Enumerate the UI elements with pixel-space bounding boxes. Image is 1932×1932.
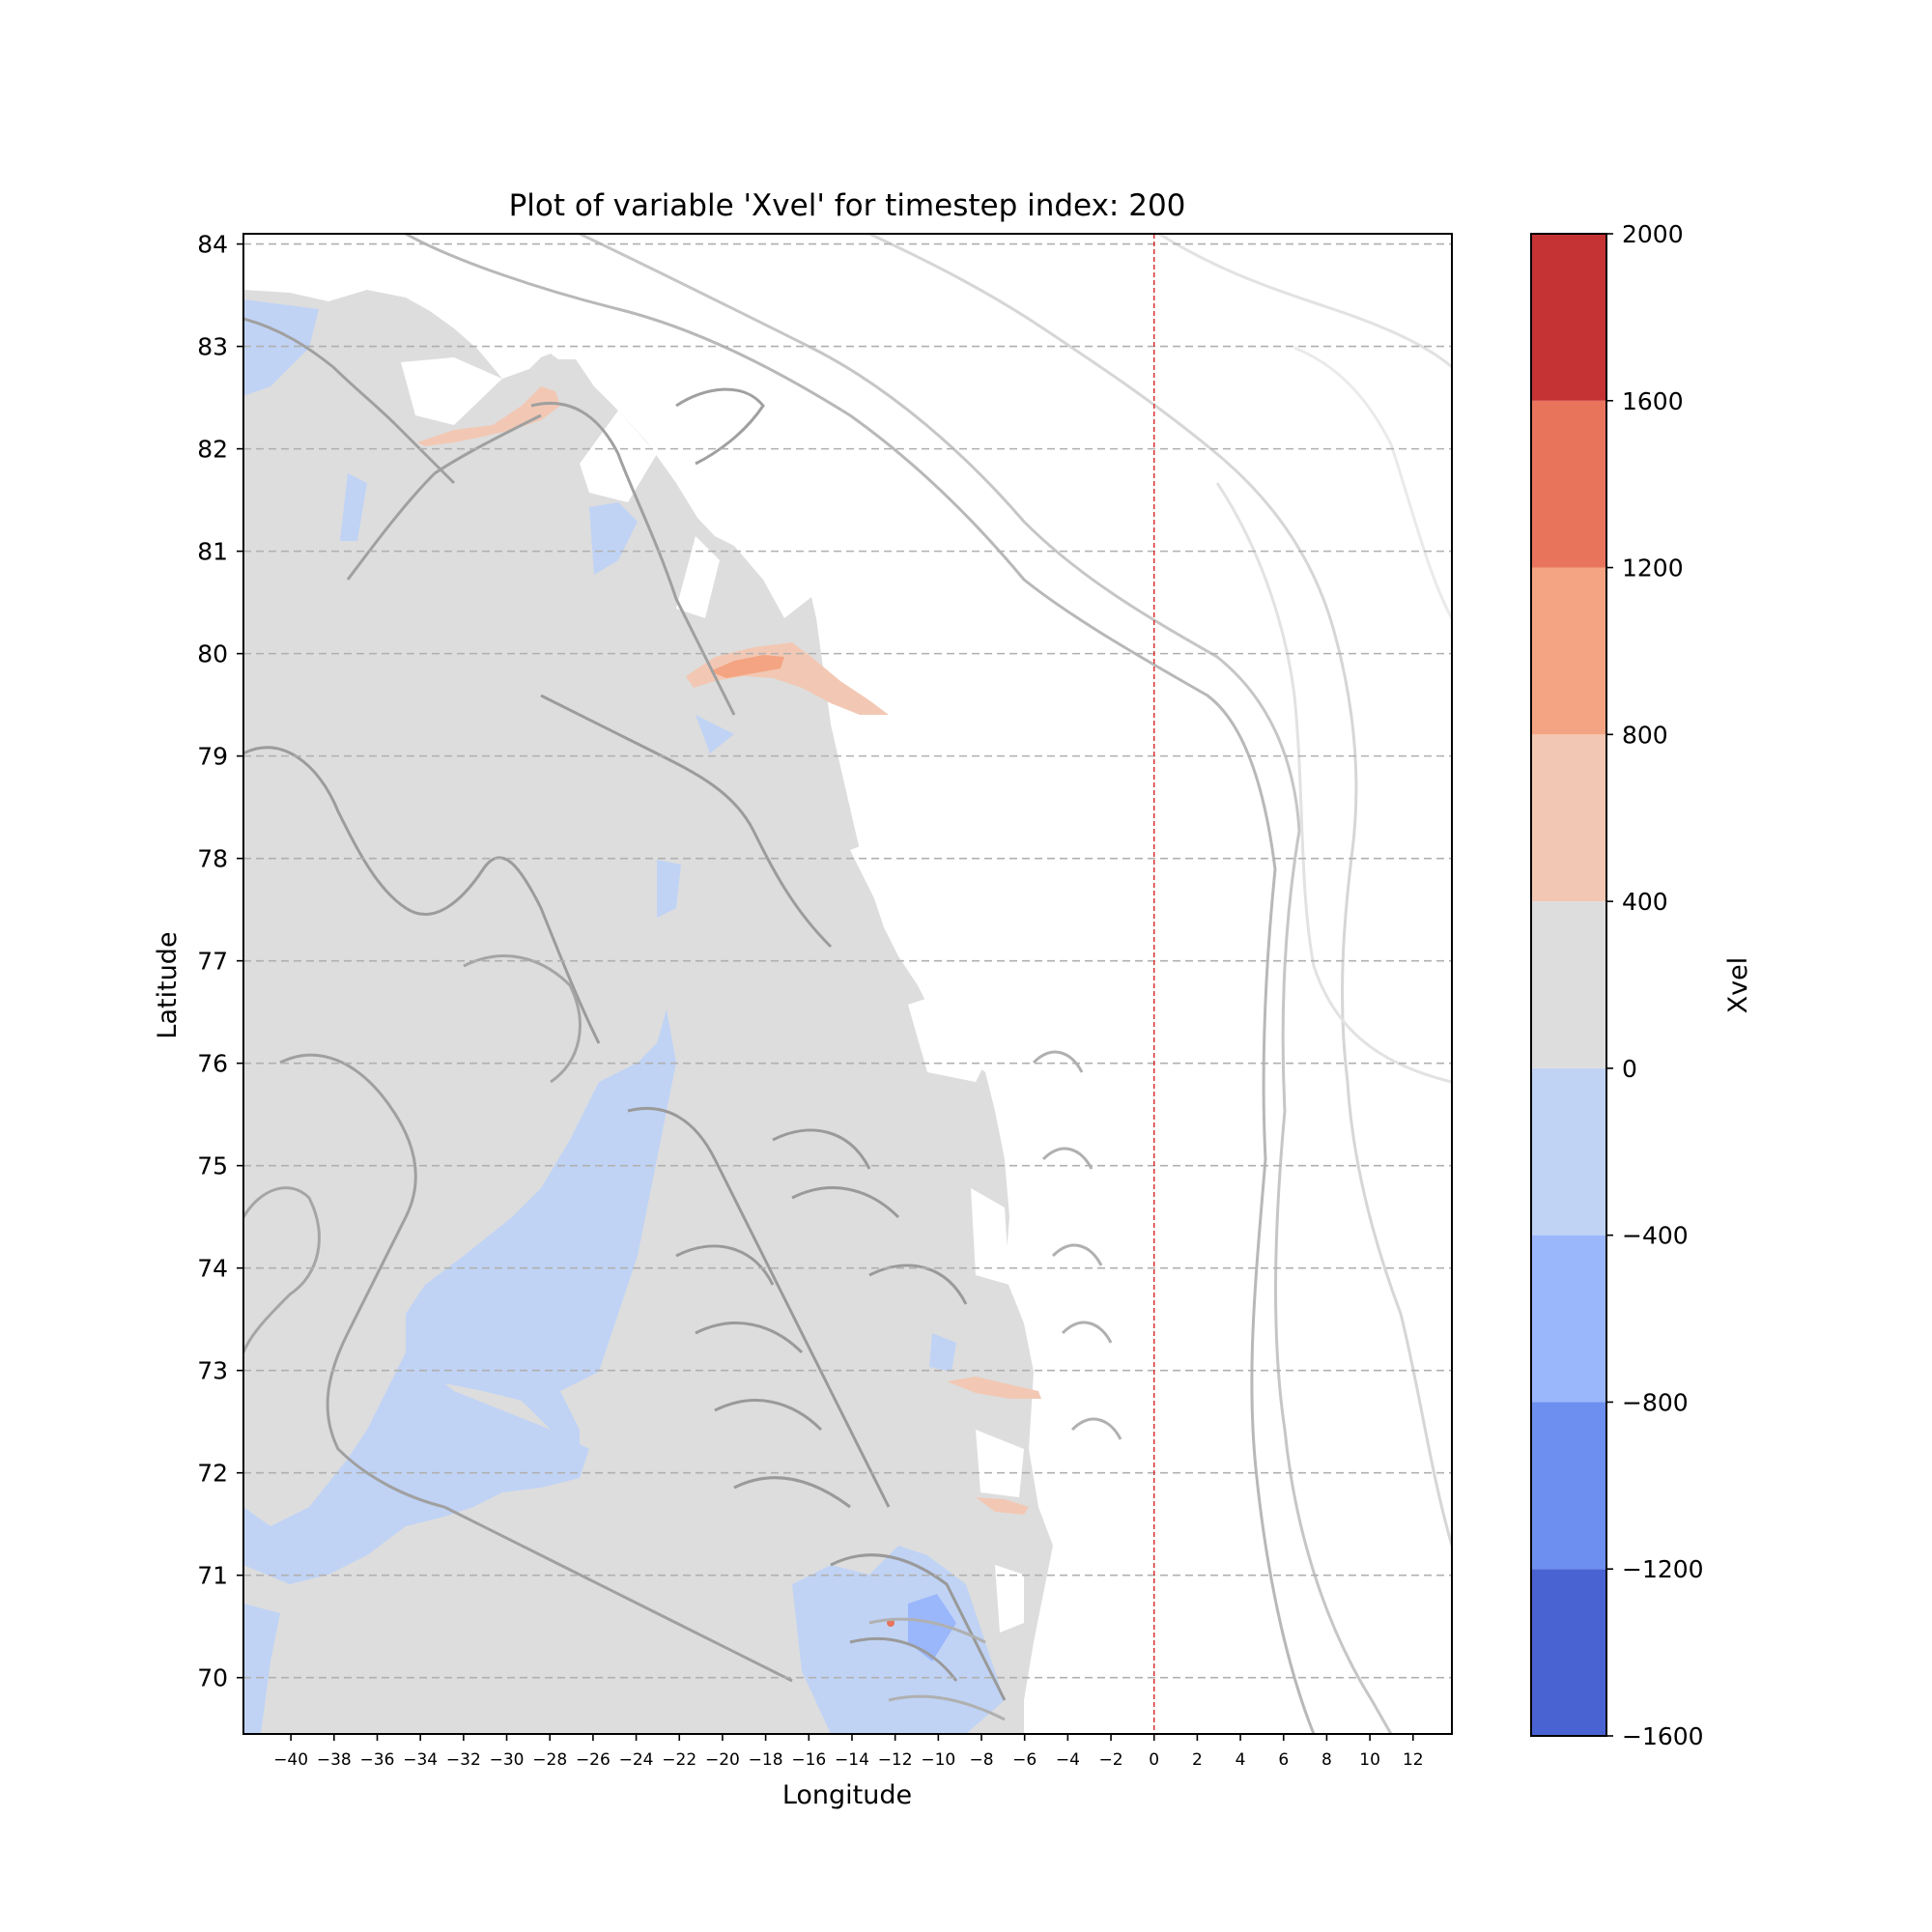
y-tick-label: 83 — [197, 333, 228, 361]
y-tick-label: 73 — [197, 1357, 228, 1385]
x-axis-label: Longitude — [782, 1780, 912, 1810]
x-tick-label: −38 — [317, 1750, 352, 1770]
y-axis-ticks: 70 71 72 73 74 75 76 77 78 79 80 81 82 83 84 — [197, 231, 243, 1692]
y-tick-label: 84 — [197, 231, 228, 259]
colorbar-tick-label: −800 — [1622, 1388, 1689, 1416]
colorbar-tick-label: 1600 — [1622, 387, 1684, 415]
y-tick-label: 82 — [197, 436, 228, 464]
x-tick-label: 2 — [1192, 1750, 1203, 1770]
y-tick-label: 72 — [197, 1460, 228, 1488]
colorbar-tick-label: 1200 — [1622, 554, 1684, 582]
y-tick-label: 74 — [197, 1255, 228, 1283]
colorbar-tick-label: 0 — [1622, 1055, 1637, 1083]
x-tick-label: 10 — [1359, 1750, 1380, 1770]
grid-lines — [243, 242, 1452, 1679]
x-tick-label: −32 — [446, 1750, 481, 1770]
colorbar-tick-label: 2000 — [1622, 220, 1684, 248]
colorbar-frame — [1530, 233, 1607, 1737]
plot-frame — [242, 233, 1453, 1735]
x-tick-label: −20 — [705, 1750, 740, 1770]
stream-south — [976, 1497, 1029, 1515]
colorbar-tick-label: −1200 — [1622, 1555, 1704, 1583]
y-axis-label: Latitude — [153, 931, 183, 1038]
stream-north — [417, 386, 560, 446]
y-tick-label: 79 — [197, 743, 228, 771]
colorbar-segment — [1531, 734, 1606, 902]
colorbar: −1600 −1200 −800 −400 0 400 800 1200 1600 2000 — [1530, 220, 1704, 1750]
x-tick-label: −34 — [403, 1750, 438, 1770]
x-tick-label: −30 — [490, 1750, 525, 1770]
colorbar-segment — [1531, 1235, 1606, 1403]
chart-title: Plot of variable 'Xvel' for timestep ind… — [509, 188, 1186, 223]
x-tick-label: −10 — [921, 1750, 955, 1770]
colorbar-tick-label: −1600 — [1622, 1722, 1704, 1750]
colorbar-label: Xvel — [1723, 957, 1753, 1014]
colorbar-segment — [1531, 1067, 1606, 1236]
y-tick-label: 77 — [197, 948, 228, 976]
colorbar-segment — [1531, 1569, 1606, 1736]
x-tick-label: −4 — [1056, 1750, 1080, 1770]
x-tick-label: −26 — [576, 1750, 611, 1770]
y-tick-label: 76 — [197, 1050, 228, 1078]
colorbar-tick-label: 400 — [1622, 888, 1668, 916]
field-region-neg400-0 — [406, 1009, 676, 1459]
x-tick-label: −14 — [835, 1750, 869, 1770]
x-tick-label: −40 — [273, 1750, 308, 1770]
colorbar-tick-label: −400 — [1622, 1222, 1689, 1250]
x-tick-label: 4 — [1236, 1750, 1246, 1770]
colorbar-segment — [1531, 567, 1606, 735]
colorbar-segment — [1531, 400, 1606, 568]
x-tick-label: −16 — [791, 1750, 826, 1770]
x-tick-label: −22 — [662, 1750, 696, 1770]
stream-central — [947, 1377, 1041, 1399]
x-tick-label: 8 — [1321, 1750, 1332, 1770]
colorbar-segment — [1531, 901, 1606, 1068]
y-tick-label: 71 — [197, 1562, 228, 1590]
y-tick-label: 75 — [197, 1152, 228, 1180]
x-tick-label: −12 — [878, 1750, 913, 1770]
x-axis-ticks: −40 −38 −36 −34 −32 −30 −28 −26 −24 −22 −20 −18 −16−… — [273, 1734, 1424, 1770]
colorbar-tick-label: 800 — [1622, 721, 1668, 749]
x-tick-label: −24 — [619, 1750, 654, 1770]
x-tick-label: −8 — [969, 1750, 993, 1770]
x-tick-label: 12 — [1403, 1750, 1424, 1770]
colorbar-segment — [1531, 234, 1606, 401]
y-tick-label: 70 — [197, 1664, 228, 1692]
x-tick-label: 6 — [1278, 1750, 1289, 1770]
x-tick-label: −36 — [360, 1750, 395, 1770]
y-tick-label: 81 — [197, 538, 228, 566]
x-tick-label: −2 — [1099, 1750, 1123, 1770]
y-tick-label: 80 — [197, 640, 228, 668]
x-tick-label: −28 — [532, 1750, 567, 1770]
x-tick-label: 0 — [1149, 1750, 1159, 1770]
colorbar-segment — [1531, 1402, 1606, 1570]
x-tick-label: −18 — [749, 1750, 783, 1770]
velocity-field — [243, 290, 1053, 1734]
x-tick-label: −6 — [1012, 1750, 1037, 1770]
y-tick-label: 78 — [197, 845, 228, 873]
